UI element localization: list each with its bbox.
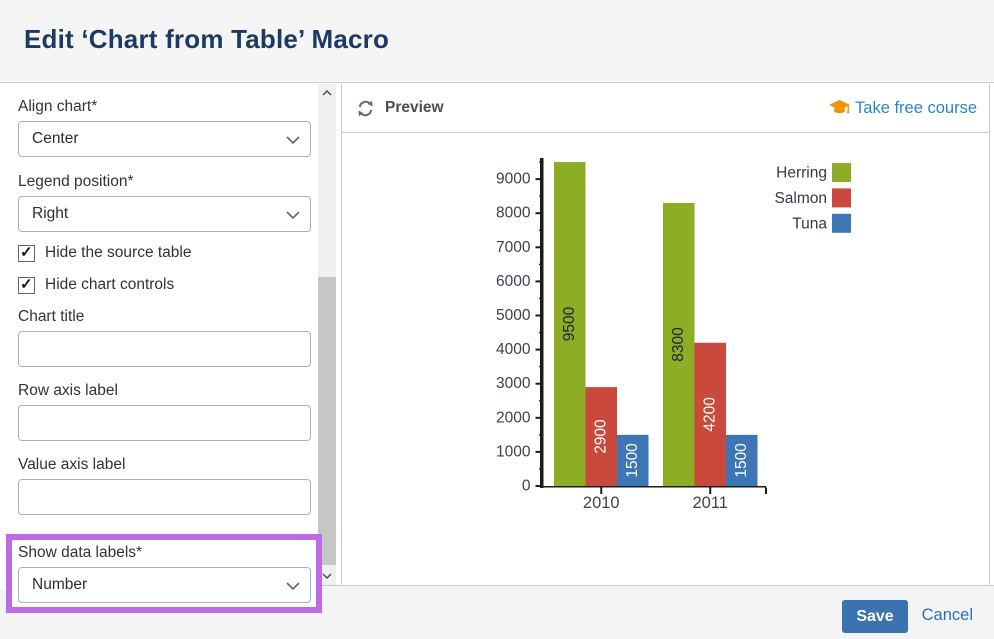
show-data-labels-select[interactable]: Number — [18, 567, 311, 603]
scrollbar-thumb[interactable] — [318, 277, 336, 565]
hide-source-table-row[interactable]: ✓ Hide the source table — [18, 244, 318, 262]
cancel-button[interactable]: Cancel — [921, 606, 973, 624]
checkmark-icon: ✓ — [20, 275, 33, 293]
chevron-down-icon — [322, 573, 332, 579]
preview-title: Preview — [385, 99, 444, 116]
svg-text:2900: 2900 — [593, 419, 610, 454]
chevron-down-icon — [286, 136, 300, 144]
scrollbar-track[interactable] — [318, 84, 336, 585]
legend-position-select[interactable]: Right — [18, 196, 311, 232]
value-axis-input[interactable] — [18, 479, 311, 515]
svg-text:1000: 1000 — [496, 443, 531, 460]
scrollbar-down-button[interactable] — [318, 567, 336, 585]
legend-position-value: Right — [32, 205, 69, 222]
hide-chart-controls-label[interactable]: Hide chart controls — [45, 276, 175, 293]
chevron-down-icon — [286, 211, 300, 219]
svg-text:7000: 7000 — [496, 239, 531, 256]
svg-text:2010: 2010 — [583, 494, 620, 512]
align-chart-select[interactable]: Center — [18, 121, 311, 157]
save-button[interactable]: Save — [842, 600, 908, 633]
svg-text:Salmon: Salmon — [774, 190, 827, 207]
svg-text:9500: 9500 — [561, 306, 578, 341]
svg-text:Tuna: Tuna — [792, 215, 827, 232]
svg-text:1500: 1500 — [733, 443, 750, 478]
hide-source-table-label[interactable]: Hide the source table — [45, 244, 192, 261]
show-data-labels-highlight: Show data labels* Number — [6, 534, 322, 613]
refresh-icon[interactable] — [356, 99, 375, 118]
preview-body: 0 1000 2000 3000 4000 5000 6000 7000 8000 9000 950… — [342, 133, 989, 584]
svg-text:8300: 8300 — [670, 327, 687, 362]
svg-text:0: 0 — [522, 478, 531, 495]
chevron-up-icon — [322, 90, 332, 96]
chart-title-input[interactable] — [18, 331, 311, 367]
preview-chart: 0 1000 2000 3000 4000 5000 6000 7000 8000 9000 950… — [496, 158, 851, 512]
preview-panel: Preview Take free course 0 1000 2000 3000 40… — [341, 84, 990, 585]
take-free-course-link[interactable]: Take free course — [829, 99, 977, 118]
legend-position-label: Legend position* — [18, 173, 134, 190]
hide-chart-controls-checkbox[interactable]: ✓ — [18, 275, 35, 294]
row-axis-input[interactable] — [18, 405, 311, 441]
svg-text:4200: 4200 — [702, 397, 719, 432]
chevron-down-icon — [286, 582, 300, 590]
row-axis-label: Row axis label — [18, 382, 118, 399]
graduation-cap-icon — [829, 100, 851, 114]
take-free-course-label: Take free course — [855, 98, 977, 117]
checkmark-icon: ✓ — [20, 243, 33, 261]
show-data-labels-value: Number — [32, 576, 88, 593]
preview-header: Preview Take free course — [342, 84, 989, 133]
svg-text:1500: 1500 — [624, 443, 641, 478]
align-chart-label: Align chart* — [18, 98, 98, 115]
dialog-header: Edit ‘Chart from Table’ Macro — [0, 0, 994, 83]
chart-title-label: Chart title — [18, 308, 85, 325]
hide-chart-controls-row[interactable]: ✓ Hide chart controls — [18, 276, 318, 294]
hide-source-table-checkbox[interactable]: ✓ — [18, 243, 35, 262]
page-title: Edit ‘Chart from Table’ Macro — [24, 24, 390, 54]
macro-settings-form: Align chart* Center Legend position* Rig… — [0, 84, 322, 613]
show-data-labels-label: Show data labels* — [18, 544, 143, 561]
svg-text:6000: 6000 — [496, 273, 531, 290]
svg-text:4000: 4000 — [496, 341, 531, 358]
scrollbar-up-button[interactable] — [318, 84, 336, 102]
value-axis-label: Value axis label — [18, 456, 126, 473]
svg-text:2000: 2000 — [496, 409, 531, 426]
svg-text:Herring: Herring — [776, 165, 827, 182]
svg-text:2011: 2011 — [693, 494, 728, 512]
svg-text:8000: 8000 — [496, 205, 531, 222]
svg-text:3000: 3000 — [496, 375, 531, 392]
svg-text:9000: 9000 — [496, 171, 531, 188]
align-chart-value: Center — [32, 130, 79, 147]
svg-text:5000: 5000 — [496, 307, 531, 324]
